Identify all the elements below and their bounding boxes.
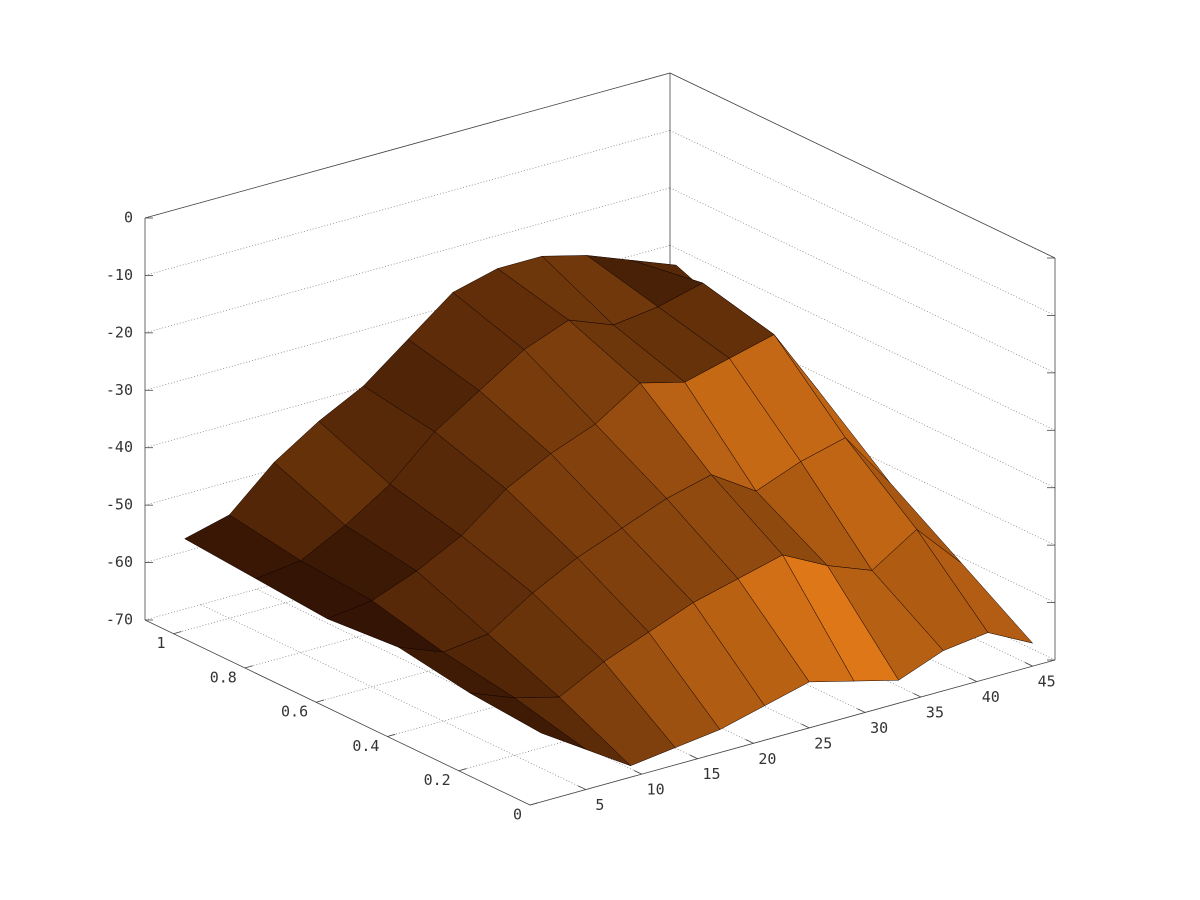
grid-line [669, 130, 1056, 316]
z-tick-label: -30 [106, 381, 133, 399]
x-tick-label: 5 [595, 796, 604, 814]
tick-mark [244, 665, 253, 669]
tick-mark [801, 723, 810, 729]
x-tick-label: 40 [982, 688, 1000, 706]
grid-line [200, 604, 587, 790]
axis-line [144, 72, 671, 219]
tick-mark [745, 739, 754, 744]
x-tick-label: 45 [1038, 673, 1056, 691]
z-tick-label: -10 [106, 266, 133, 284]
tick-mark [173, 631, 182, 635]
y-tick-label: 0.8 [210, 668, 237, 686]
x-tick-label: 35 [926, 704, 944, 722]
tick-mark [577, 785, 587, 790]
grid-line [669, 187, 1056, 374]
z-tick-label: -40 [106, 438, 133, 456]
y-tick-label: 1 [156, 634, 165, 652]
axis-line [144, 619, 531, 806]
axis-line [529, 659, 1056, 806]
tick-mark [316, 699, 325, 703]
x-tick-label: 30 [870, 719, 888, 737]
tick-mark [968, 677, 977, 682]
x-tick-label: 25 [814, 734, 832, 752]
y-tick-label: 0 [513, 806, 522, 824]
z-tick-label: -60 [106, 553, 133, 571]
y-tick-label: 0.6 [281, 703, 308, 721]
y-tick-label: 0.2 [424, 771, 451, 789]
tick-mark [387, 733, 396, 737]
z-tick-label: -70 [106, 611, 133, 629]
tick-mark [1024, 662, 1033, 667]
z-tick-label: 0 [124, 209, 133, 227]
tick-mark [913, 692, 922, 698]
tick-mark [633, 770, 642, 775]
tick-mark [458, 768, 467, 772]
grid-line [256, 588, 642, 775]
axis-line [669, 72, 1056, 259]
grid-line [144, 187, 671, 334]
y-tick-label: 0.4 [352, 737, 379, 755]
grid-line [144, 130, 671, 276]
z-tick-label: -20 [106, 323, 133, 341]
grid-line [669, 244, 1056, 431]
tick-mark [689, 754, 698, 760]
surface-patch [469, 692, 586, 750]
grid-line [669, 302, 1056, 489]
tick-mark [857, 708, 866, 713]
x-tick-label: 15 [703, 765, 721, 783]
x-tick-label: 10 [647, 781, 665, 799]
z-tick-label: -50 [106, 496, 133, 514]
x-tick-label: 20 [758, 750, 776, 768]
